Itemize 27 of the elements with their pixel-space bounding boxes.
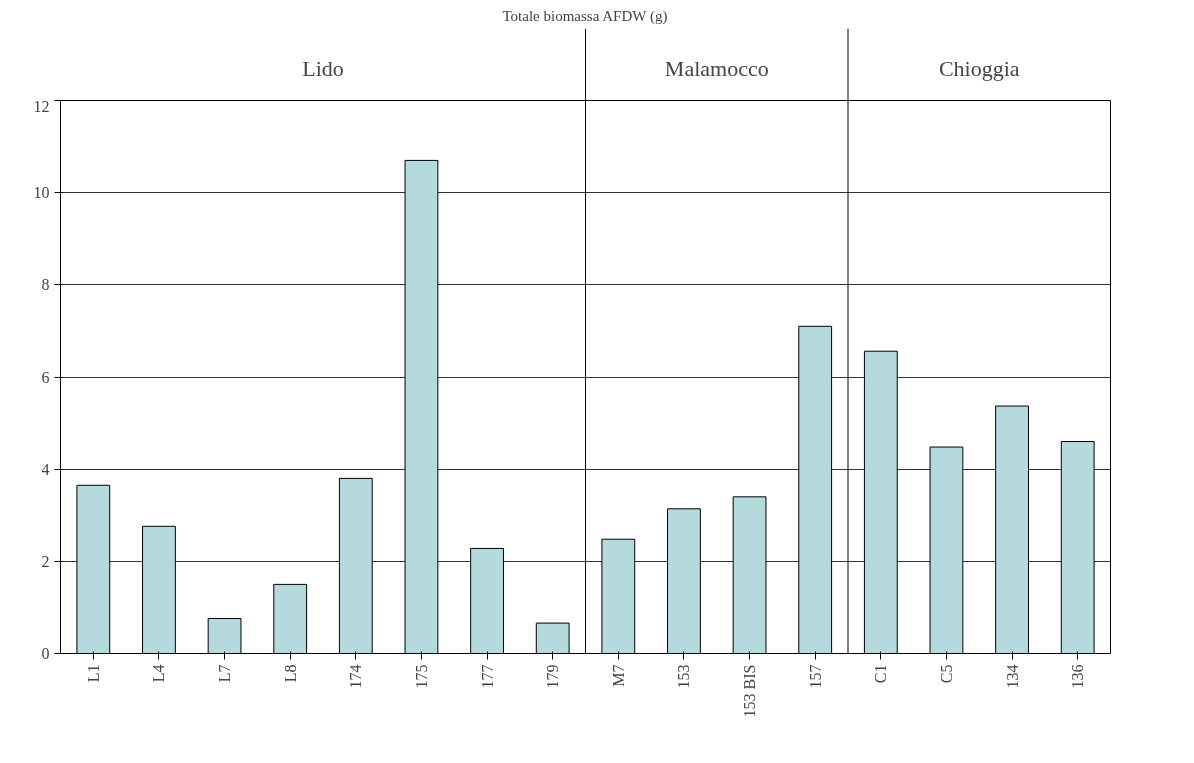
chart-title: Totale biomassa AFDW (g) [502, 7, 668, 25]
x-tick-label: L1 [84, 664, 102, 683]
x-tick-label: 136 [1069, 664, 1087, 689]
y-tick-label: 6 [41, 368, 50, 386]
y-tick-label: 4 [41, 460, 50, 478]
x-tick-label: C1 [872, 664, 890, 684]
x-tick-label: 177 [478, 664, 496, 689]
text: Malamocco [664, 55, 769, 81]
x-tick-label: 174 [347, 664, 365, 689]
x-tick-label: L4 [150, 664, 168, 683]
y-tick-label: 8 [41, 276, 50, 294]
x-tick-label: L7 [216, 664, 234, 683]
x-tick-label: M7 [609, 664, 627, 687]
y-tick-label: 10 [33, 184, 50, 202]
x-tick-label: 153 BIS [741, 664, 759, 718]
x-tick-label: 175 [412, 664, 430, 689]
x-tick-label: 179 [544, 664, 562, 689]
x-tick-label: 153 [675, 664, 693, 689]
x-tick-label: 157 [806, 664, 824, 689]
x-tick-label: L8 [281, 664, 299, 683]
x-tick-label: 134 [1003, 664, 1021, 689]
y-tick-label: 2 [41, 552, 50, 570]
text: Lido [302, 55, 344, 81]
text: Chioggia [938, 55, 1020, 81]
y-tick-label: 0 [41, 645, 50, 662]
x-tick-label: C5 [937, 664, 955, 684]
y-tick-label: 12 [33, 97, 50, 115]
